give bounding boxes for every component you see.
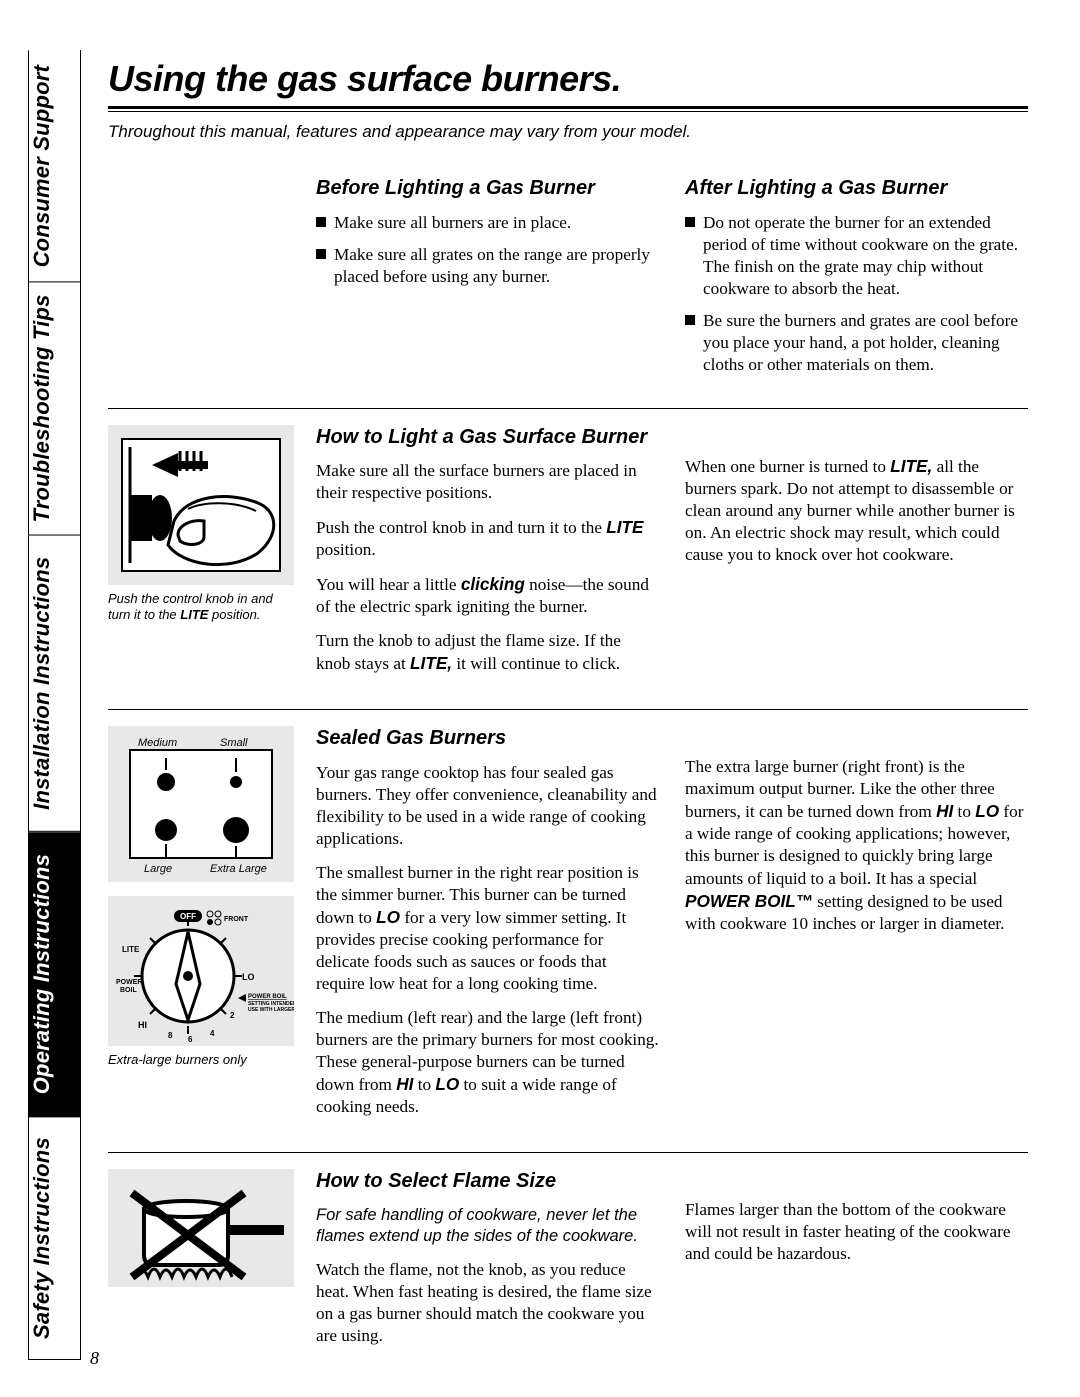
page-title: Using the gas surface burners. [108, 58, 1028, 100]
before-column: Before Lighting a Gas Burner Make sure a… [316, 176, 659, 386]
page-content: Using the gas surface burners. Throughou… [108, 58, 1028, 1359]
knob-dial-icon: OFF FRONT LITE POWER BOIL HI LO 8 6 4 2 … [108, 896, 294, 1046]
after-column: After Lighting a Gas Burner Do not opera… [685, 176, 1028, 386]
svg-text:BOIL: BOIL [120, 987, 137, 994]
tab-installation-instructions[interactable]: Installation Instructions [28, 536, 80, 832]
side-tab-strip: Safety Instructions Operating Instructio… [28, 50, 80, 1360]
sealed-right-col: The extra large burner (right front) is … [685, 726, 1028, 1130]
tab-operating-instructions[interactable]: Operating Instructions [28, 832, 80, 1117]
para: Watch the flame, not the knob, as you re… [316, 1259, 659, 1347]
light-left-col: How to Light a Gas Surface Burner Make s… [316, 425, 659, 688]
svg-text:OFF: OFF [180, 912, 196, 921]
section-before-after: Before Lighting a Gas Burner Make sure a… [108, 160, 1028, 408]
figure-caption: Extra-large burners only [108, 1052, 294, 1068]
flame-warning: For safe handling of cookware, never let… [316, 1205, 659, 1247]
section-flame-size: How to Select Flame Size For safe handli… [108, 1152, 1028, 1359]
section-sealed-burners: Medium Small Large Extra Large [108, 709, 1028, 1152]
after-heading: After Lighting a Gas Burner [685, 176, 1028, 202]
before-bullet: Make sure all burners are in place. [316, 212, 659, 234]
figure-burner-layout: Medium Small Large Extra Large [108, 726, 294, 1130]
page-number: 8 [90, 1348, 99, 1369]
figure-caption: Push the control knob in and turn it to … [108, 591, 294, 624]
svg-text:8: 8 [168, 1031, 173, 1040]
tab-consumer-support[interactable]: Consumer Support [28, 50, 80, 282]
tab-troubleshooting-tips[interactable]: Troubleshooting Tips [28, 282, 80, 536]
para: Flames larger than the bottom of the coo… [685, 1199, 1028, 1265]
para: You will hear a little clicking noise—th… [316, 573, 659, 618]
before-bullet: Make sure all grates on the range are pr… [316, 244, 659, 288]
after-bullet: Do not operate the burner for an extende… [685, 212, 1028, 300]
flame-pot-icon [108, 1169, 294, 1287]
para: When one burner is turned to LITE, all t… [685, 455, 1028, 566]
svg-text:LITE: LITE [122, 945, 140, 954]
tab-divider-rule [80, 50, 81, 1360]
svg-text:FRONT: FRONT [224, 916, 249, 923]
svg-text:HI: HI [138, 1020, 147, 1030]
para: The extra large burner (right front) is … [685, 756, 1028, 934]
svg-text:Medium: Medium [138, 737, 177, 749]
title-underline [108, 106, 1028, 112]
light-right-col: When one burner is turned to LITE, all t… [685, 425, 1028, 688]
svg-text:USE WITH LARGER POTS: USE WITH LARGER POTS [248, 1007, 294, 1013]
tab-safety-instructions[interactable]: Safety Instructions [28, 1117, 80, 1360]
section-how-to-light: Push the control knob in and turn it to … [108, 408, 1028, 710]
flame-left-col: How to Select Flame Size For safe handli… [316, 1169, 659, 1359]
svg-text:Small: Small [220, 737, 248, 749]
svg-text:LO: LO [242, 972, 255, 982]
light-heading: How to Light a Gas Surface Burner [316, 425, 659, 451]
figure-flame-size [108, 1169, 294, 1359]
figure-knob-push: Push the control knob in and turn it to … [108, 425, 294, 688]
para: Your gas range cooktop has four sealed g… [316, 762, 659, 850]
para: The smallest burner in the right rear po… [316, 862, 659, 995]
para: Push the control knob in and turn it to … [316, 516, 659, 561]
svg-text:4: 4 [210, 1029, 215, 1038]
after-bullet: Be sure the burners and grates are cool … [685, 310, 1028, 376]
sealed-heading: Sealed Gas Burners [316, 726, 659, 752]
svg-text:Large: Large [144, 863, 172, 875]
svg-text:6: 6 [188, 1035, 193, 1044]
burner-layout-icon: Medium Small Large Extra Large [108, 726, 294, 882]
sealed-left-col: Sealed Gas Burners Your gas range cookto… [316, 726, 659, 1130]
knob-push-icon [108, 425, 294, 585]
figure-placeholder [108, 176, 294, 386]
flame-right-col: Flames larger than the bottom of the coo… [685, 1169, 1028, 1359]
before-heading: Before Lighting a Gas Burner [316, 176, 659, 202]
svg-text:Extra Large: Extra Large [210, 863, 267, 875]
svg-text:POWER BOIL: POWER BOIL [248, 994, 287, 1000]
svg-text:POWER: POWER [116, 979, 142, 986]
intro-note: Throughout this manual, features and app… [108, 122, 1028, 142]
para: Make sure all the surface burners are pl… [316, 460, 659, 504]
para: The medium (left rear) and the large (le… [316, 1007, 659, 1118]
flame-heading: How to Select Flame Size [316, 1169, 659, 1195]
svg-text:2: 2 [230, 1011, 235, 1020]
para: Turn the knob to adjust the flame size. … [316, 630, 659, 675]
